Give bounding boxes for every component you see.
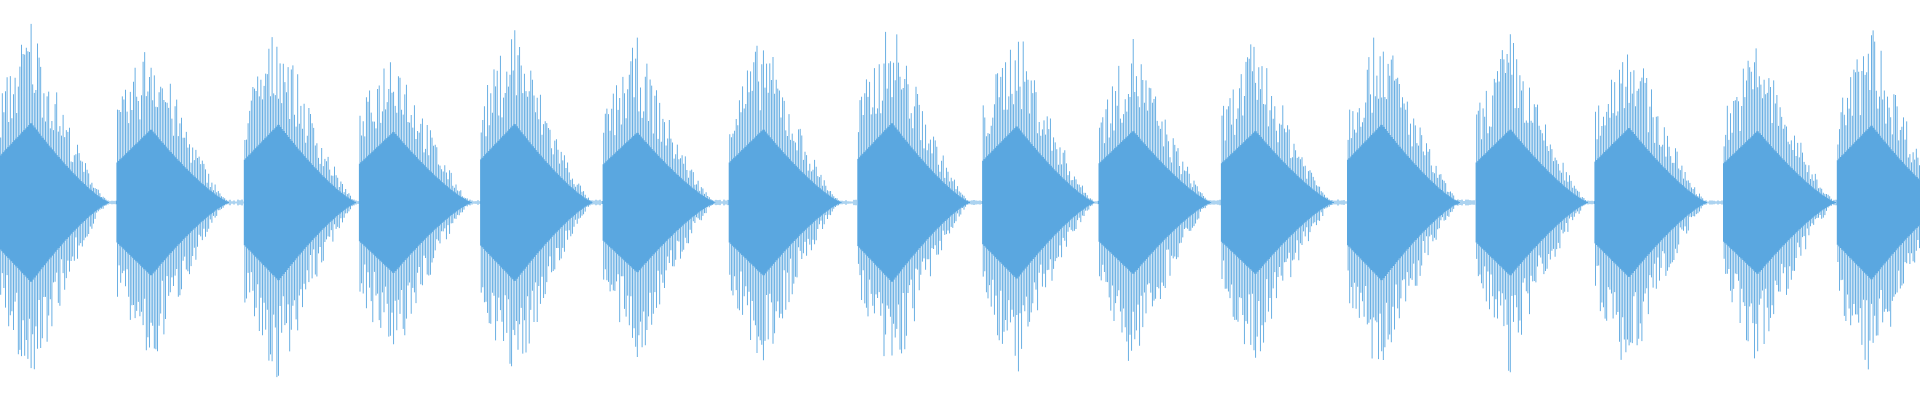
burst-core — [857, 123, 970, 282]
burst — [857, 31, 970, 357]
burst — [480, 30, 593, 367]
waveform — [0, 23, 1920, 378]
burst — [1594, 54, 1707, 360]
burst — [243, 37, 357, 378]
burst-core — [1098, 131, 1212, 274]
burst-core — [1723, 131, 1836, 274]
burst-core — [358, 132, 472, 273]
burst-core — [728, 129, 842, 276]
burst — [982, 41, 1095, 372]
burst-core — [116, 129, 229, 276]
burst — [1347, 37, 1460, 360]
burst — [728, 45, 842, 361]
burst-core — [1836, 125, 1920, 280]
burst — [1220, 44, 1334, 358]
burst — [1098, 39, 1212, 361]
burst-core — [243, 124, 357, 281]
burst — [602, 37, 716, 357]
burst — [1723, 48, 1836, 359]
burst — [1836, 30, 1920, 370]
burst — [0, 23, 109, 370]
burst-core — [602, 132, 716, 273]
burst-core — [982, 126, 1095, 279]
burst-core — [1220, 131, 1334, 274]
burst-core — [480, 124, 593, 281]
burst-core — [1347, 124, 1460, 281]
burst — [1475, 34, 1589, 373]
burst-core — [0, 123, 109, 282]
burst-core — [1475, 129, 1589, 276]
burst — [358, 62, 472, 345]
burst-core — [1594, 128, 1707, 277]
burst — [116, 52, 229, 352]
